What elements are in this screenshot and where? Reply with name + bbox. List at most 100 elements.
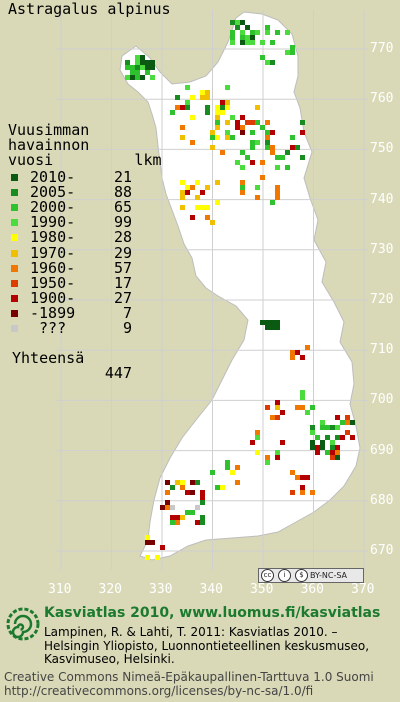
observation-square xyxy=(190,510,195,515)
observation-square xyxy=(285,50,290,55)
legend-period: 1950- xyxy=(30,273,76,292)
observation-square xyxy=(205,205,210,210)
observation-square xyxy=(255,140,260,145)
license-line-1: Creative Commons Nimeä-Epäkaupallinen-Ta… xyxy=(4,670,374,684)
legend-total-row: Yhteensä 447 xyxy=(8,336,132,381)
legend-row: 1960- 57 xyxy=(8,260,132,276)
observation-square xyxy=(295,405,300,410)
observation-square xyxy=(135,70,140,75)
observation-square xyxy=(275,455,280,460)
observation-square xyxy=(125,60,130,65)
observation-square xyxy=(315,450,320,455)
observation-square xyxy=(275,30,280,35)
observation-square xyxy=(310,425,315,430)
observation-square xyxy=(215,200,220,205)
observation-square xyxy=(125,75,130,80)
x-tick-label: 350 xyxy=(250,582,274,597)
observation-square xyxy=(170,515,175,520)
observation-square xyxy=(225,105,230,110)
observation-square xyxy=(225,130,230,135)
observation-square xyxy=(240,165,245,170)
cc-license-badge[interactable]: cc i $ BY-NC-SA xyxy=(258,568,364,583)
observation-square xyxy=(190,115,195,120)
observation-square xyxy=(240,185,245,190)
observation-square xyxy=(245,25,250,30)
observation-square xyxy=(210,220,215,225)
observation-square xyxy=(240,150,245,155)
legend-swatch xyxy=(11,264,18,272)
y-tick-label: 760 xyxy=(370,91,394,107)
observation-square xyxy=(150,75,155,80)
observation-square xyxy=(340,435,345,440)
observation-square xyxy=(350,435,355,440)
legend-swatch xyxy=(11,234,18,242)
observation-square xyxy=(250,440,255,445)
observation-square xyxy=(295,475,300,480)
y-tick-label: 720 xyxy=(370,292,394,307)
legend-count: 88 xyxy=(113,183,132,202)
observation-square xyxy=(270,320,275,325)
observation-square xyxy=(185,105,190,110)
observation-square xyxy=(270,145,275,150)
observation-square xyxy=(265,60,270,65)
observation-square xyxy=(265,135,270,140)
distribution-map xyxy=(55,10,368,570)
species-title: Astragalus alpinus xyxy=(8,0,171,18)
observation-square xyxy=(335,455,340,460)
observation-square xyxy=(225,460,230,465)
observation-square xyxy=(190,140,195,145)
legend-heading-line-1: Vuusimman xyxy=(8,121,90,139)
observation-square xyxy=(200,515,205,520)
legend-row: 1950- 17 xyxy=(8,273,132,292)
legend-count: 27 xyxy=(113,288,132,307)
observation-square xyxy=(265,320,270,325)
observation-square xyxy=(215,110,220,115)
kasviatlas-logo-icon xyxy=(6,607,40,641)
legend-count: 28 xyxy=(113,228,132,247)
observation-square xyxy=(290,50,295,55)
observation-square xyxy=(280,440,285,445)
legend-swatch xyxy=(11,219,18,227)
observation-square xyxy=(300,475,305,480)
observation-square xyxy=(185,510,190,515)
observation-square xyxy=(245,120,250,125)
observation-square xyxy=(260,175,265,180)
coordinate-grid xyxy=(55,10,368,570)
legend-count: 99 xyxy=(113,213,132,232)
observation-square xyxy=(130,75,135,80)
legend-count: 17 xyxy=(113,273,132,292)
observation-square xyxy=(290,355,295,360)
observation-square xyxy=(185,85,190,90)
observation-square xyxy=(215,105,220,110)
observation-square xyxy=(255,185,260,190)
observation-square xyxy=(235,125,240,130)
observation-square xyxy=(265,405,270,410)
observation-square xyxy=(265,145,270,150)
observation-square xyxy=(215,115,220,120)
observation-square xyxy=(260,55,265,60)
observation-square xyxy=(260,125,265,130)
observation-square xyxy=(290,350,295,355)
observation-square xyxy=(200,495,205,500)
observation-square xyxy=(345,415,350,420)
legend-period: 1970- xyxy=(30,243,76,262)
observation-square xyxy=(230,20,235,25)
observation-square xyxy=(250,30,255,35)
observation-square xyxy=(190,215,195,220)
observation-square xyxy=(210,135,215,140)
license-url-link[interactable]: http://creativecommons.org/licenses/by-n… xyxy=(4,684,314,698)
legend-swatch xyxy=(11,174,18,181)
observation-square xyxy=(275,190,280,195)
observation-square xyxy=(195,505,200,510)
observation-square xyxy=(330,425,335,430)
observation-square xyxy=(275,320,280,325)
observation-square xyxy=(270,200,275,205)
observation-square xyxy=(335,425,340,430)
atlas-title-link[interactable]: Kasviatlas 2010, www.luomus.fi/kasviatla… xyxy=(44,605,381,621)
x-tick-label: 310 xyxy=(48,582,72,597)
observation-square xyxy=(305,475,310,480)
observation-square xyxy=(225,135,230,140)
observation-square xyxy=(300,130,305,135)
observation-square xyxy=(200,90,205,95)
observation-square xyxy=(190,185,195,190)
